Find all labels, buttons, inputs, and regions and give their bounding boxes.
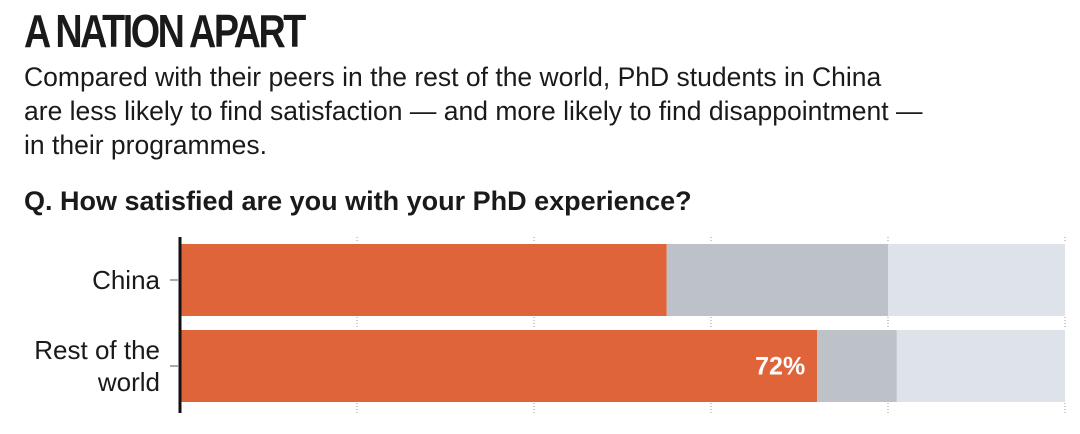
chart-title: A NATION APART [24,5,306,57]
bar-segment [888,244,1065,316]
bar-segment [180,330,818,402]
bar-segment [666,244,888,316]
bar-segment [896,330,1065,402]
y-tick-label: China [92,265,160,295]
bar-segment [817,330,897,402]
data-label: 72% [755,353,805,381]
chart-subtitle: Compared with their peers in the rest of… [24,62,923,160]
bar-segment [180,244,667,316]
y-tick-label: Rest of the world [34,335,160,397]
question: Q. How satisfied are you with your PhD e… [24,186,692,216]
